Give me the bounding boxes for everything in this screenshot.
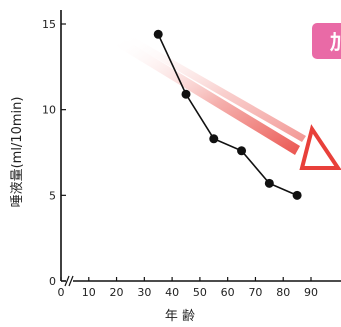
y-ticks: 0 5 10 15 — [42, 18, 66, 288]
x-tick-label: 90 — [304, 286, 318, 299]
x-tick-label: 50 — [193, 286, 207, 299]
corner-tag-text: 加 — [329, 30, 341, 54]
y-tick-label: 15 — [42, 18, 56, 31]
y-axis-title: 唾液量(ml/10min) — [10, 97, 25, 208]
x-tick-label: 20 — [110, 286, 124, 299]
corner-tag-box — [312, 23, 341, 59]
x-tick-label: 80 — [276, 286, 290, 299]
x-tick-label: 40 — [165, 286, 179, 299]
x-tick-label: 0 — [58, 286, 65, 299]
axis-break-mark — [64, 274, 74, 287]
data-point — [292, 190, 302, 200]
y-tick-label: 5 — [49, 189, 56, 202]
data-point — [237, 146, 247, 156]
x-tick-label: 60 — [221, 286, 235, 299]
series-layer — [153, 29, 302, 200]
trend-arrow-icon — [116, 34, 341, 170]
x-ticks: 0 10 20 30 40 50 60 70 80 90 — [58, 277, 318, 299]
data-point — [264, 178, 274, 188]
axes — [60, 10, 341, 287]
y-tick-label: 10 — [42, 104, 56, 117]
corner-tag: 加 — [312, 23, 341, 59]
data-point — [153, 29, 163, 39]
y-tick-label: 0 — [49, 275, 56, 288]
x-tick-label: 10 — [82, 286, 96, 299]
data-point — [181, 89, 191, 99]
x-tick-label: 30 — [137, 286, 151, 299]
x-axis-title: 年 齢 — [165, 309, 195, 324]
data-point — [209, 134, 219, 144]
series-line — [157, 33, 298, 197]
x-tick-label: 70 — [248, 286, 262, 299]
